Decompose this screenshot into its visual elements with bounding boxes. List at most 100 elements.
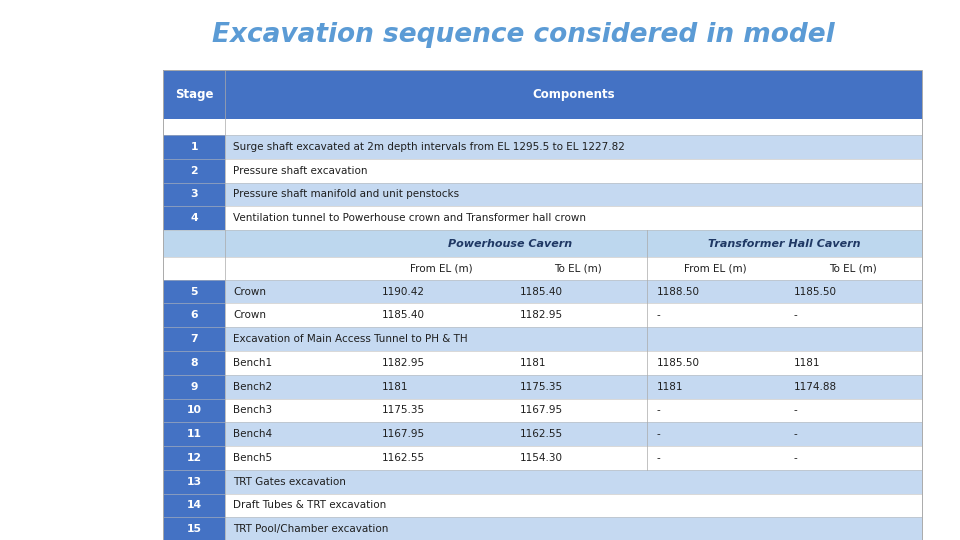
Text: Pressure shaft manifold and unit penstocks: Pressure shaft manifold and unit penstoc… [233,190,459,199]
Text: Draft Tubes & TRT excavation: Draft Tubes & TRT excavation [233,501,386,510]
Text: To EL (m): To EL (m) [829,264,876,273]
Text: Ventilation tunnel to Powerhouse crown and Transformer hall crown: Ventilation tunnel to Powerhouse crown a… [233,213,586,223]
Text: Transformer Hall Cavern: Transformer Hall Cavern [708,239,860,248]
Text: -: - [657,453,660,463]
Text: Excavation sequence considered in model: Excavation sequence considered in model [212,22,834,48]
Bar [163,351,226,375]
Bar [163,206,226,230]
Bar [372,230,647,257]
Text: Bench1: Bench1 [233,358,273,368]
Bar [226,470,922,494]
Text: 3: 3 [190,190,198,199]
Bar [163,517,226,540]
Text: TRT Pool/Chamber excavation: TRT Pool/Chamber excavation [233,524,389,534]
Text: 1175.35: 1175.35 [519,382,563,392]
Text: 12: 12 [187,453,202,463]
Bar [226,351,922,375]
Text: 14: 14 [187,501,202,510]
Text: -: - [657,406,660,415]
Text: Bench4: Bench4 [233,429,273,439]
Bar [163,280,226,303]
Bar [163,470,226,494]
Bar [226,159,922,183]
Text: -: - [794,429,798,439]
Text: 1167.95: 1167.95 [382,429,425,439]
Text: 10: 10 [187,406,202,415]
Bar [163,257,226,280]
Bar [226,230,372,257]
Bar [163,327,226,351]
Bar [226,183,922,206]
Text: Powerhouse Cavern: Powerhouse Cavern [447,239,572,248]
Bar [226,517,922,540]
Text: 15: 15 [187,524,202,534]
Text: 1162.55: 1162.55 [519,429,563,439]
Text: -: - [794,406,798,415]
Bar [163,303,226,327]
Text: 1175.35: 1175.35 [382,406,425,415]
Bar [226,375,922,399]
Text: Crown: Crown [233,310,266,320]
Bar [226,422,922,446]
Text: 2: 2 [190,166,198,176]
Bar [226,446,922,470]
Bar [163,183,226,206]
Text: Components: Components [532,88,614,101]
Text: -: - [657,429,660,439]
Text: 1181: 1181 [794,358,821,368]
Bar [647,230,922,257]
Text: 1190.42: 1190.42 [382,287,425,296]
Bar [226,70,922,119]
Text: 1185.40: 1185.40 [382,310,425,320]
Text: 8: 8 [190,358,198,368]
Text: TRT Gates excavation: TRT Gates excavation [233,477,346,487]
Text: 1181: 1181 [382,382,409,392]
Bar [163,446,226,470]
Text: 1181: 1181 [519,358,546,368]
Bar [163,494,226,517]
Bar [226,399,922,422]
Text: 13: 13 [187,477,202,487]
Text: 5: 5 [190,287,198,296]
Text: Pressure shaft excavation: Pressure shaft excavation [233,166,368,176]
Text: Surge shaft excavated at 2m depth intervals from EL 1295.5 to EL 1227.82: Surge shaft excavated at 2m depth interv… [233,142,625,152]
Text: 1174.88: 1174.88 [794,382,837,392]
Bar [226,257,922,280]
Text: 4: 4 [190,213,198,223]
Bar [163,135,226,159]
Text: 1181: 1181 [657,382,684,392]
Bar [226,280,922,303]
Text: -: - [657,310,660,320]
Text: -: - [794,453,798,463]
Text: Stage: Stage [175,88,213,101]
Text: Bench5: Bench5 [233,453,273,463]
Text: 1: 1 [190,142,198,152]
Text: From EL (m): From EL (m) [410,264,472,273]
Bar [163,422,226,446]
Text: 11: 11 [187,429,202,439]
Text: Crown: Crown [233,287,266,296]
Bar [226,303,922,327]
Bar [163,230,226,257]
Text: 1167.95: 1167.95 [519,406,563,415]
Bar [226,206,922,230]
Bar [226,494,922,517]
Text: Bench2: Bench2 [233,382,273,392]
Bar [163,119,922,135]
Text: Excavation of Main Access Tunnel to PH & TH: Excavation of Main Access Tunnel to PH &… [233,334,468,344]
Text: From EL (m): From EL (m) [684,264,747,273]
Text: 1185.40: 1185.40 [519,287,563,296]
Text: 1188.50: 1188.50 [657,287,700,296]
Text: -: - [794,310,798,320]
Bar [226,327,922,351]
Bar [163,399,226,422]
Text: 1185.50: 1185.50 [794,287,837,296]
Text: 1185.50: 1185.50 [657,358,700,368]
Bar [163,159,226,183]
Text: To EL (m): To EL (m) [555,264,602,273]
Text: 6: 6 [190,310,198,320]
Bar [163,70,922,540]
Bar [163,70,226,119]
Text: 1182.95: 1182.95 [519,310,563,320]
Text: 7: 7 [190,334,198,344]
